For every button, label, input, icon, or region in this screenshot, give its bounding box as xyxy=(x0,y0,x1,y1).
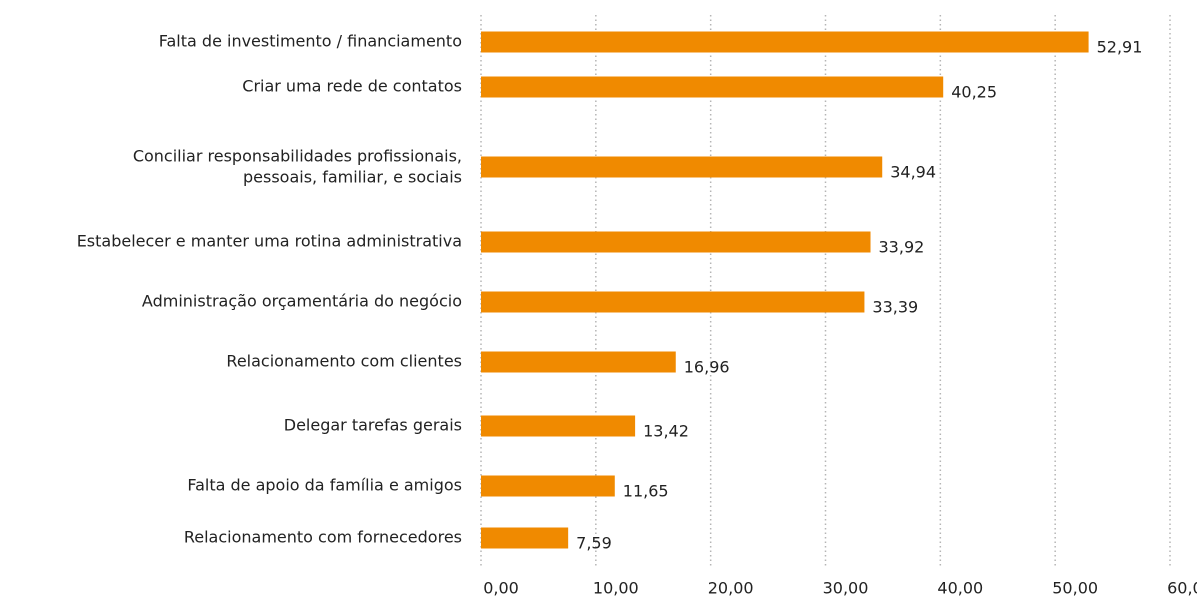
value-label: 34,94 xyxy=(890,163,936,182)
category-label: Criar uma rede de contatos xyxy=(242,77,462,96)
category-label: Administração orçamentária do negócio xyxy=(142,292,462,311)
x-tick-label: 20,00 xyxy=(708,579,754,598)
bar xyxy=(481,231,871,253)
x-tick-label: 0,00 xyxy=(483,579,519,598)
value-label: 7,59 xyxy=(576,534,612,553)
x-tick-label: 10,00 xyxy=(593,579,639,598)
value-label: 33,39 xyxy=(872,298,918,317)
category-label: Delegar tarefas gerais xyxy=(284,416,462,435)
bar xyxy=(481,351,676,373)
bar xyxy=(481,76,944,98)
x-tick-label: 60,00 xyxy=(1167,579,1197,598)
category-label: Estabelecer e manter uma rotina administ… xyxy=(77,232,462,251)
x-tick-label: 50,00 xyxy=(1052,579,1098,598)
category-label: Falta de apoio da família e amigos xyxy=(187,476,462,495)
bar xyxy=(481,291,865,313)
x-tick-label: 30,00 xyxy=(823,579,869,598)
value-label: 11,65 xyxy=(623,482,669,501)
value-label: 33,92 xyxy=(879,238,925,257)
bar xyxy=(481,31,1089,53)
value-label: 13,42 xyxy=(643,422,689,441)
bar xyxy=(481,156,883,178)
bar xyxy=(481,527,569,549)
value-label: 40,25 xyxy=(951,83,997,102)
bar xyxy=(481,475,615,497)
category-label: Falta de investimento / financiamento xyxy=(159,32,462,51)
x-tick-label: 40,00 xyxy=(937,579,983,598)
value-label: 16,96 xyxy=(684,358,730,377)
category-label: Relacionamento com clientes xyxy=(226,352,462,371)
bar xyxy=(481,415,636,437)
value-label: 52,91 xyxy=(1097,38,1143,57)
category-label: Conciliar responsabilidades profissionai… xyxy=(133,146,462,186)
category-label: Relacionamento com fornecedores xyxy=(184,528,462,547)
